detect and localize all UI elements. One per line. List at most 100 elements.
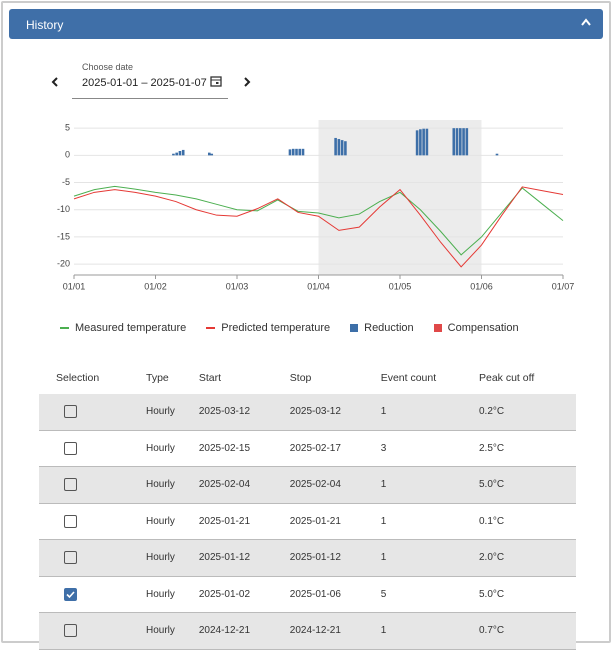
legend-swatch bbox=[60, 327, 69, 329]
bar bbox=[207, 152, 211, 156]
bar bbox=[465, 128, 469, 156]
temperature-line bbox=[73, 185, 564, 256]
date-value: 2025-01-01 – 2025-01-07 bbox=[82, 77, 207, 89]
table-cell: 2025-02-17 bbox=[288, 430, 380, 467]
table-cell: 5.0°C bbox=[477, 466, 576, 504]
table-cell: 2025-01-21 bbox=[288, 503, 380, 540]
bar bbox=[301, 148, 305, 156]
table-cell: 2025-01-02 bbox=[197, 576, 289, 613]
bar bbox=[181, 149, 185, 156]
column-header: Type bbox=[146, 372, 169, 384]
checkbox[interactable] bbox=[64, 441, 77, 455]
bar bbox=[415, 130, 419, 156]
table-cell: 2025-02-15 bbox=[197, 430, 289, 467]
checkbox[interactable] bbox=[64, 587, 77, 601]
next-button[interactable] bbox=[242, 76, 252, 88]
x-tick-label: 01/03 bbox=[226, 281, 249, 291]
checkbox[interactable] bbox=[64, 624, 77, 638]
bar bbox=[344, 141, 347, 156]
table-cell: 2025-03-12 bbox=[288, 394, 380, 431]
table-cell: 5 bbox=[379, 576, 478, 613]
table-cell: 2024-12-21 bbox=[288, 612, 380, 650]
table-cell: 0.2°C bbox=[477, 394, 576, 431]
x-tick-label: 01/01 bbox=[63, 281, 86, 291]
bar bbox=[175, 152, 178, 156]
table-cell: 2025-02-04 bbox=[288, 466, 380, 504]
bar bbox=[455, 128, 459, 156]
legend-label: Measured temperature bbox=[75, 322, 187, 334]
y-tick-label: 5 bbox=[65, 123, 70, 133]
chart: 5 0 -5 -10 -15 -20 01/01 01/02 01/03 01/04 01/05 01… bbox=[57, 120, 575, 291]
temperature-line bbox=[73, 186, 564, 268]
bar bbox=[340, 140, 344, 156]
history-table: Selection Type Start Stop Event count Peak cu… bbox=[39, 362, 576, 650]
legend-swatch bbox=[350, 324, 359, 332]
bar bbox=[459, 128, 462, 156]
table-cell: 3 bbox=[379, 430, 478, 467]
table-cell: 2.0°C bbox=[477, 539, 576, 577]
prev-button[interactable] bbox=[50, 76, 60, 88]
legend-item: Compensation bbox=[433, 322, 519, 334]
legend: Measured temperature Predicted temperatur… bbox=[60, 322, 560, 334]
checkbox[interactable] bbox=[64, 405, 77, 419]
table-cell: 1 bbox=[379, 539, 478, 577]
bar bbox=[452, 128, 456, 156]
selection-cell bbox=[39, 539, 145, 577]
bar bbox=[425, 128, 429, 156]
checkbox[interactable] bbox=[64, 551, 77, 565]
selection-cell bbox=[39, 430, 145, 467]
table-cell: 1 bbox=[379, 466, 478, 504]
bar bbox=[210, 153, 214, 156]
y-tick-label: 0 bbox=[65, 150, 70, 160]
selection-cell bbox=[39, 503, 145, 540]
table-cell: 0.1°C bbox=[477, 503, 576, 540]
column-header: Stop bbox=[289, 372, 312, 384]
table-row: Hourly 2025-01-21 2025-01-21 1 0.1°C bbox=[39, 503, 576, 540]
legend-label: Reduction bbox=[364, 322, 414, 334]
bar bbox=[462, 128, 465, 156]
bar bbox=[172, 153, 175, 156]
legend-item: Predicted temperature bbox=[206, 322, 330, 334]
calendar-icon[interactable] bbox=[210, 75, 222, 87]
bar bbox=[298, 148, 302, 156]
table-cell: 2.5°C bbox=[477, 430, 576, 467]
header-bar[interactable]: History bbox=[9, 9, 603, 39]
table-row: Hourly 2025-02-15 2025-02-17 3 2.5°C bbox=[39, 430, 576, 467]
table-cell: 1 bbox=[379, 394, 478, 431]
bar bbox=[291, 148, 295, 156]
collapse-icon[interactable] bbox=[581, 18, 591, 26]
checkbox[interactable] bbox=[64, 514, 77, 528]
x-tick-label: 01/05 bbox=[389, 281, 412, 291]
table-row: Hourly 2025-01-02 2025-01-06 5 5.0°C bbox=[39, 576, 576, 613]
table-cell: 2025-02-04 bbox=[197, 466, 289, 504]
selection-cell bbox=[39, 394, 145, 431]
table-cell: Hourly bbox=[145, 612, 198, 650]
x-tick-label: 01/06 bbox=[470, 281, 493, 291]
bar bbox=[422, 128, 425, 156]
x-tick-label: 01/07 bbox=[552, 281, 575, 291]
table-cell: Hourly bbox=[145, 466, 198, 504]
table-cell: 2025-01-21 bbox=[197, 503, 289, 540]
table-cell: Hourly bbox=[145, 503, 198, 540]
date-label: Choose date bbox=[82, 62, 134, 72]
bar bbox=[288, 149, 292, 156]
y-tick-label: -10 bbox=[57, 204, 70, 214]
table-cell: 1 bbox=[379, 612, 478, 650]
table-cell: 1 bbox=[379, 503, 478, 540]
header-title: History bbox=[26, 18, 64, 32]
column-header: Start bbox=[198, 372, 222, 384]
table-cell: Hourly bbox=[145, 539, 198, 577]
selection-cell bbox=[39, 466, 145, 504]
bar bbox=[419, 129, 422, 156]
y-tick-label: -5 bbox=[62, 177, 70, 187]
bar bbox=[337, 139, 341, 156]
checkbox[interactable] bbox=[64, 478, 77, 492]
table-row: Hourly 2025-03-12 2025-03-12 1 0.2°C bbox=[39, 394, 576, 431]
legend-swatch bbox=[433, 324, 442, 332]
column-header: Peak cut off bbox=[478, 372, 535, 384]
table-cell: 0.7°C bbox=[477, 612, 576, 650]
table-cell: 5.0°C bbox=[477, 576, 576, 613]
date-picker[interactable]: Choose date 2025-01-01 – 2025-01-07 bbox=[72, 62, 228, 99]
legend-label: Predicted temperature bbox=[221, 322, 331, 334]
table-cell: 2025-03-12 bbox=[197, 394, 289, 431]
